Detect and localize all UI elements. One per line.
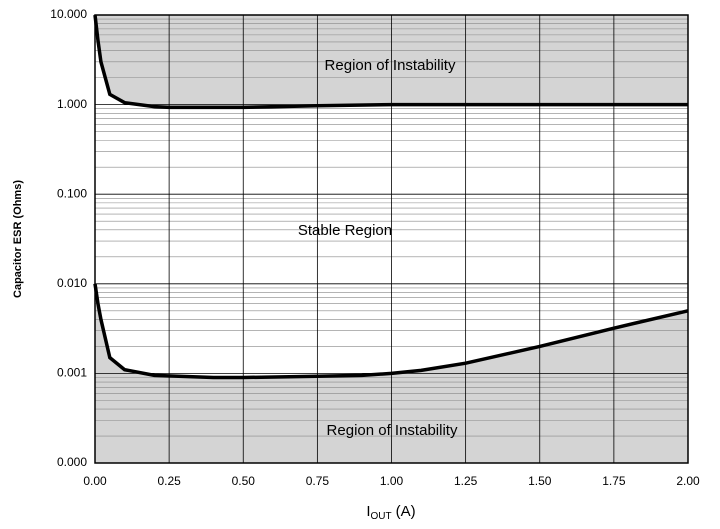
x-tick-label: 0.00 bbox=[83, 474, 107, 488]
curve bbox=[93, 14, 688, 110]
annotation: Region of Instability bbox=[325, 57, 456, 74]
x-label-sub: OUT bbox=[371, 511, 392, 522]
x-tick-label: 0.50 bbox=[232, 474, 256, 488]
y-tick-label: 0.000 bbox=[57, 455, 87, 469]
x-tick-label: 1.75 bbox=[602, 474, 626, 488]
x-tick-label: 0.75 bbox=[306, 474, 330, 488]
curve bbox=[93, 283, 689, 380]
y-tick-label: 10.000 bbox=[50, 7, 87, 21]
x-tick-label: 1.00 bbox=[380, 474, 404, 488]
annotation: Region of Instability bbox=[327, 422, 458, 439]
y-tick-label: 0.010 bbox=[57, 276, 87, 290]
x-tick-label: 1.25 bbox=[454, 474, 478, 488]
annotation: Stable Region bbox=[298, 222, 392, 239]
y-axis-label: Capacitor ESR (Ohms) bbox=[12, 180, 24, 298]
plot-border bbox=[94, 14, 689, 464]
x-tick-label: 2.00 bbox=[676, 474, 700, 488]
x-axis-label: IOUT (A) bbox=[366, 503, 415, 522]
x-label-main: I bbox=[366, 503, 370, 520]
y-tick-label: 0.001 bbox=[57, 366, 87, 380]
y-tick-label: 0.100 bbox=[57, 186, 87, 200]
x-tick-label: 1.50 bbox=[528, 474, 552, 488]
x-label-unit: (A) bbox=[396, 503, 416, 520]
x-tick-label: 0.25 bbox=[157, 474, 181, 488]
y-tick-label: 1.000 bbox=[57, 97, 87, 111]
